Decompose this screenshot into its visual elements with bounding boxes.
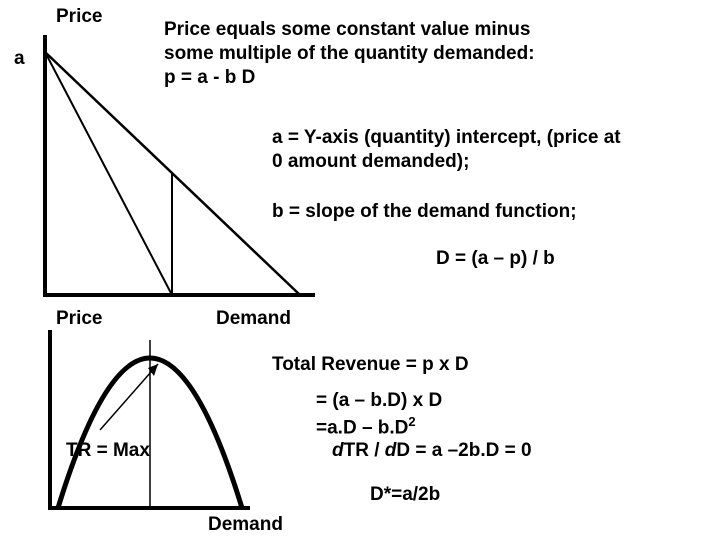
bottom-xaxis-label: Demand [208, 514, 283, 536]
top-xaxis-label: Demand [216, 308, 291, 330]
a-intercept-label: a [14, 48, 25, 70]
tr-max-label: TR = Max [66, 440, 150, 462]
d-equation: D = (a – p) / b [436, 248, 555, 270]
bottom-yaxis-label: Price [56, 308, 102, 330]
tr-line3-text: =a.D – b.D [316, 417, 408, 438]
a-definition: a = Y-axis (quantity) intercept, (price … [272, 126, 632, 174]
tr-derivative: dTR / dD = a –2b.D = 0 [332, 440, 532, 462]
tr-title: Total Revenue = p x D [272, 354, 469, 376]
d-star-result: D*=a/2b [370, 484, 440, 506]
dtr-mid: TR / [344, 440, 385, 461]
dtr-d2: d [385, 440, 397, 461]
dtr-post: D = a –2b.D = 0 [396, 440, 531, 461]
main-description: Price equals some constant value minus s… [164, 18, 544, 89]
dtr-d1: d [332, 440, 344, 461]
tr-line3-sup: 2 [408, 414, 415, 429]
top-yaxis-label: Price [56, 6, 102, 28]
tr-expand-2: =a.D – b.D2 [316, 414, 416, 439]
b-definition: b = slope of the demand function; [272, 200, 672, 224]
tr-expand-1: = (a – b.D) x D [316, 390, 442, 412]
